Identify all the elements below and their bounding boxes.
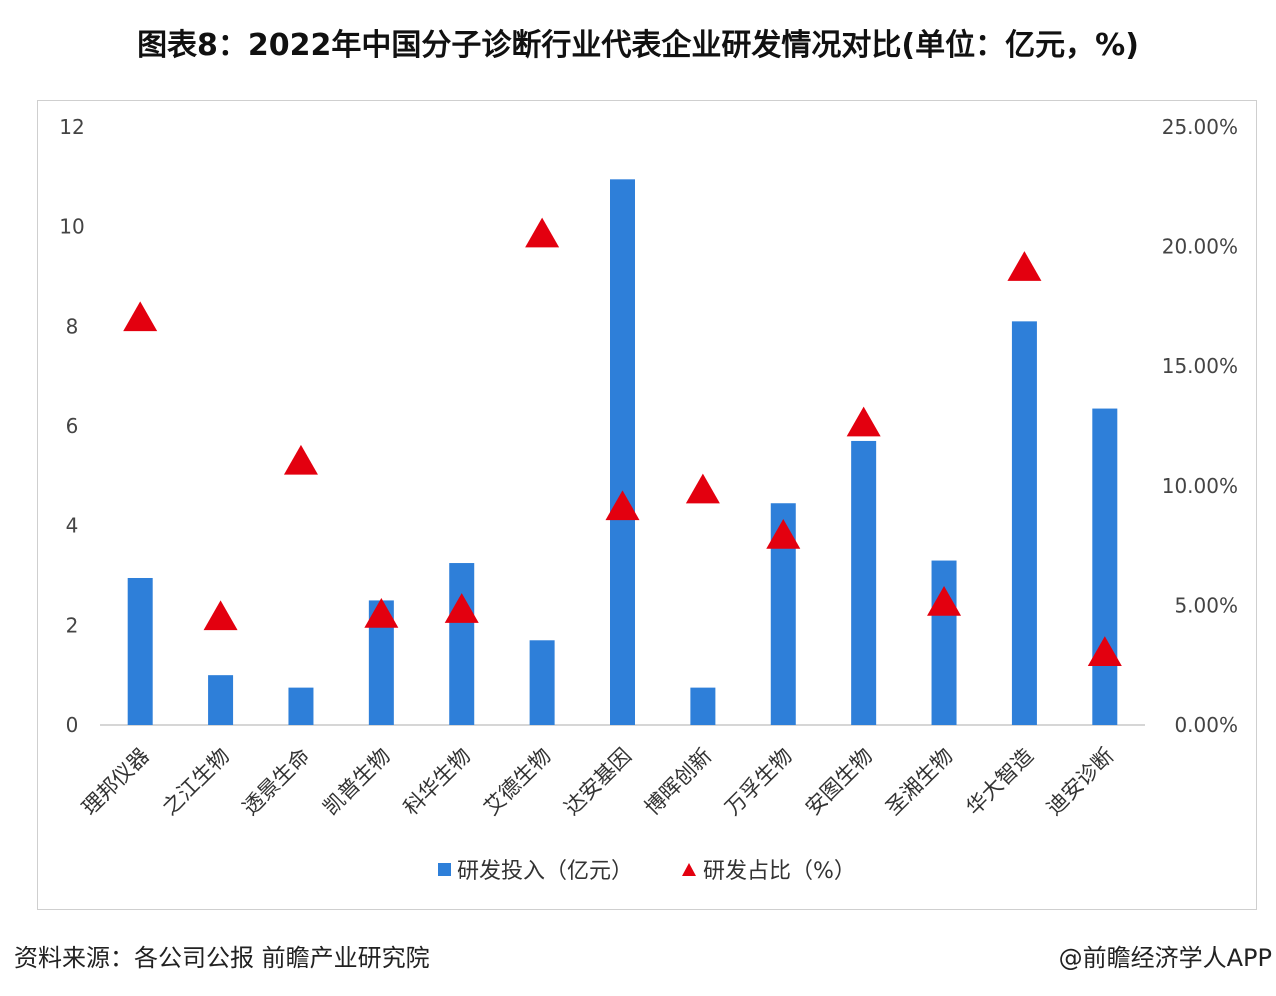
left-tick-label: 2 xyxy=(66,613,79,637)
bar xyxy=(1011,321,1037,725)
ratio-marker xyxy=(1087,636,1122,666)
ratio-marker xyxy=(123,301,158,332)
category-label: 理邦仪器 xyxy=(77,744,153,820)
ratio-marker xyxy=(605,490,640,521)
bar xyxy=(851,440,877,725)
left-tick-label: 0 xyxy=(66,713,79,737)
category-label: 凯普生物 xyxy=(319,744,395,820)
ratio-marker xyxy=(203,600,238,631)
category-label: 万孚生物 xyxy=(720,744,796,820)
ratio-marker xyxy=(927,586,962,616)
left-tick-label: 10 xyxy=(59,215,84,239)
bar-series xyxy=(127,179,1118,725)
bar xyxy=(288,687,314,725)
legend-marker-label: 研发占比（%） xyxy=(703,859,856,884)
left-tick-label: 12 xyxy=(59,115,84,139)
bar xyxy=(931,560,957,725)
bar xyxy=(690,687,716,725)
category-label: 透景生命 xyxy=(238,744,314,820)
right-axis-ticks: 0.00% 5.00% 10.00% 15.00% 20.00% 25.00% xyxy=(1162,115,1238,737)
left-tick-label: 8 xyxy=(66,314,79,338)
category-labels: 理邦仪器 之江生物 透景生命 凯普生物 科华生物 艾德生物 达安基因 博晖创新 万孚生物 安图生物… xyxy=(77,744,1118,820)
ratio-marker xyxy=(283,444,318,475)
legend-bar-swatch xyxy=(438,863,451,876)
category-label: 达安基因 xyxy=(560,744,636,820)
source-note: 资料来源：各公司公报 前瞻产业研究院 xyxy=(14,944,430,972)
chart-frame xyxy=(37,100,1257,910)
left-axis-ticks: 0 2 4 6 8 10 12 xyxy=(59,115,84,737)
right-tick-label: 20.00% xyxy=(1162,235,1238,259)
bar xyxy=(449,563,475,725)
bar xyxy=(529,640,555,725)
bar xyxy=(1092,408,1118,725)
ratio-marker xyxy=(525,217,560,248)
category-label: 迪安诊断 xyxy=(1042,744,1118,820)
right-tick-label: 15.00% xyxy=(1162,354,1238,378)
ratio-marker xyxy=(1007,251,1042,281)
bar xyxy=(610,179,635,725)
category-label: 安图生物 xyxy=(801,744,877,820)
legend-bar-label: 研发投入（亿元） xyxy=(457,859,633,884)
category-label: 之江生物 xyxy=(158,744,234,820)
legend-marker-swatch xyxy=(682,863,696,876)
category-label: 华大智造 xyxy=(962,744,1038,820)
right-tick-label: 0.00% xyxy=(1174,713,1238,737)
ratio-marker xyxy=(364,597,399,628)
bar xyxy=(208,675,234,725)
marker-series xyxy=(123,217,1122,666)
ratio-marker xyxy=(444,593,479,623)
right-tick-label: 10.00% xyxy=(1162,474,1238,498)
brand-note: @前瞻经济学人APP xyxy=(1058,944,1272,972)
bar xyxy=(127,577,153,725)
chart-title: 图表8：2022年中国分子诊断行业代表企业研发情况对比(单位：亿元，%) xyxy=(137,28,1139,63)
ratio-marker xyxy=(766,519,801,549)
left-tick-label: 6 xyxy=(66,414,79,438)
legend: 研发投入（亿元） 研发占比（%） xyxy=(438,859,856,884)
category-label: 艾德生物 xyxy=(479,744,555,820)
category-label: 博晖创新 xyxy=(640,744,716,820)
ratio-marker xyxy=(846,406,881,437)
category-label: 圣湘生物 xyxy=(881,744,957,820)
left-tick-label: 4 xyxy=(66,514,79,538)
right-tick-label: 5.00% xyxy=(1174,593,1238,617)
category-label: 科华生物 xyxy=(399,744,475,820)
ratio-marker xyxy=(685,473,720,504)
right-tick-label: 25.00% xyxy=(1162,115,1238,139)
